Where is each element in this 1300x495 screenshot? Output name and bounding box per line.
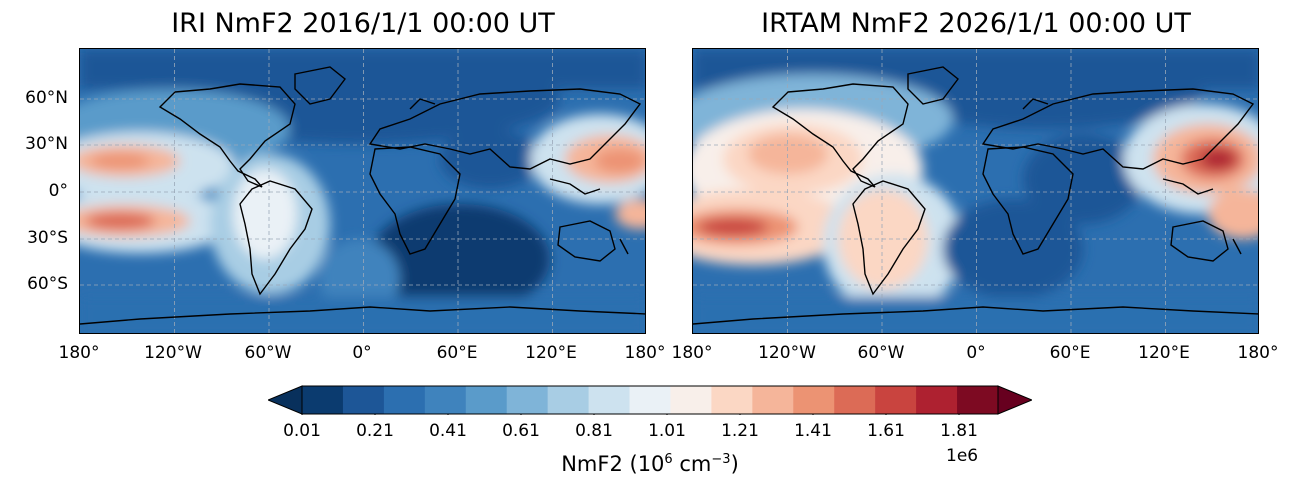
left-lon-tick-120e: 120°E [525, 343, 577, 363]
colorbar-segment [834, 386, 876, 414]
lat-tick-30s: 30°S [27, 228, 68, 248]
left-map-panel[interactable] [79, 48, 646, 334]
colorbar-segment [629, 386, 671, 414]
colorbar-segment [752, 386, 794, 414]
colorbar-max-arrow [997, 385, 1032, 415]
colorbar-segments [302, 386, 999, 414]
colorbar-segment [793, 386, 835, 414]
colorbar-tick-label: 1.21 [721, 421, 759, 441]
colorbar-tick-label: 1.01 [648, 421, 686, 441]
left-lon-tick-60w: 60°W [244, 343, 292, 363]
right-map-panel[interactable] [692, 48, 1259, 334]
colorbar-segment [383, 386, 426, 414]
colorbar-tick-label: 0.81 [575, 421, 613, 441]
lat-tick-30n: 30°N [25, 134, 68, 154]
right-lon-tick-180w: 180° [671, 343, 713, 363]
colorbar-segment [957, 386, 999, 414]
colorbar-tick-label: 1.41 [794, 421, 832, 441]
colorbar-tick-marks [301, 414, 960, 415]
colorbar-segment [342, 386, 385, 414]
right-map-title: IRTAM NmF2 2026/1/1 00:00 UT [761, 8, 1191, 39]
right-lon-tick-60w: 60°W [857, 343, 905, 363]
colorbar-frame [301, 385, 999, 415]
left-lon-tick-60e: 60°E [436, 343, 478, 363]
colorbar-tick-label: 0.01 [283, 421, 321, 441]
graticule [693, 49, 1258, 333]
left-lon-tick-120w: 120°W [144, 343, 202, 363]
right-lon-tick-120e: 120°E [1138, 343, 1190, 363]
colorbar-segment [424, 386, 467, 414]
colorbar-segment [670, 386, 712, 414]
colorbar-tick-label: 0.21 [356, 421, 394, 441]
left-map-canvas [80, 49, 645, 333]
right-lon-tick-120w: 120°W [758, 343, 816, 363]
lat-tick-60n: 60°N [25, 88, 68, 108]
colorbar-tick-label: 0.61 [502, 421, 540, 441]
right-map-canvas [693, 49, 1258, 333]
colorbar-tick-label: 1.81 [940, 421, 978, 441]
colorbar-segment [506, 386, 549, 414]
colorbar-segment [588, 386, 631, 414]
density-field [693, 49, 1258, 333]
colorbar-segment [916, 386, 958, 414]
left-map-title: IRI NmF2 2016/1/1 00:00 UT [171, 8, 555, 39]
graticule [80, 49, 645, 333]
colorbar-segment [547, 386, 590, 414]
colorbar-segment [875, 386, 917, 414]
colorbar-segment [302, 386, 344, 414]
colorbar-segment [465, 386, 508, 414]
right-lon-tick-0: 0° [966, 343, 986, 363]
colorbar-label: NmF2 (106 cm−3) [561, 452, 739, 476]
lat-tick-0: 0° [48, 181, 68, 201]
colorbar-tick-label: 0.41 [429, 421, 467, 441]
colorbar-segment [711, 386, 753, 414]
colorbar-min-arrow [268, 385, 303, 415]
left-lon-tick-180e: 180° [624, 343, 666, 363]
coastlines [693, 66, 1258, 325]
colorbar-multiplier: 1e6 [946, 446, 979, 466]
right-lon-tick-60e: 60°E [1049, 343, 1091, 363]
left-lon-tick-0: 0° [352, 343, 372, 363]
colorbar [268, 385, 1032, 415]
lat-tick-60s: 60°S [27, 274, 68, 294]
left-lon-tick-180w: 180° [58, 343, 100, 363]
right-lon-tick-180e: 180° [1237, 343, 1279, 363]
coastlines [80, 66, 645, 325]
colorbar-tick-label: 1.61 [867, 421, 905, 441]
